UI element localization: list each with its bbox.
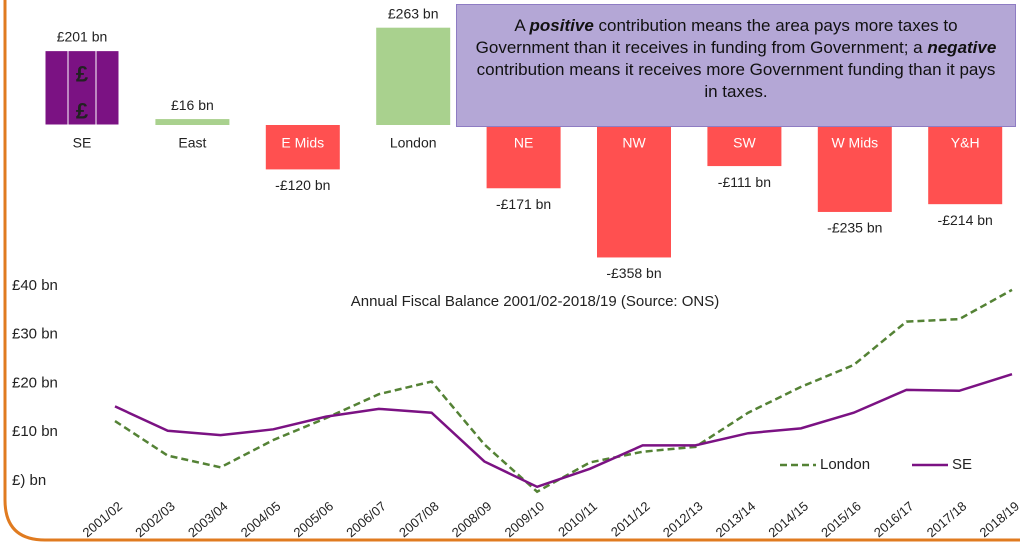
x-tick-label: 2015/16 xyxy=(818,498,864,540)
bar xyxy=(376,27,451,125)
x-tick-label: 2007/08 xyxy=(396,498,442,540)
x-tick-label: London xyxy=(390,135,437,151)
x-tick-label: 2002/03 xyxy=(132,498,178,540)
x-tick-label: 2018/19 xyxy=(976,498,1020,540)
x-tick-label: 2011/12 xyxy=(608,498,653,539)
data-label: -£120 bn xyxy=(275,177,330,193)
x-tick-label: 2004/05 xyxy=(238,498,284,540)
data-label: £16 bn xyxy=(171,97,214,113)
x-tick-label: Y&H xyxy=(951,135,980,151)
x-tick-label: 2006/07 xyxy=(343,498,389,540)
legend-label: London xyxy=(820,456,870,473)
x-tick-label: 2014/15 xyxy=(765,498,811,540)
data-label: £201 bn xyxy=(57,28,108,44)
x-tick-label: 2010/11 xyxy=(555,498,600,539)
bar xyxy=(486,125,561,189)
y-tick-label: £40 bn xyxy=(12,277,58,294)
data-label: -£235 bn xyxy=(827,220,882,236)
annotation-text: contribution means the area pays more ta… xyxy=(475,16,958,57)
bar xyxy=(817,125,892,212)
icon: £ xyxy=(76,61,89,86)
annotation-emphasis: negative xyxy=(927,38,997,57)
bar xyxy=(155,119,230,125)
x-tick-label: 2013/14 xyxy=(713,498,759,540)
y-tick-label: £10 bn xyxy=(12,423,58,440)
x-tick-label: 2003/04 xyxy=(185,498,231,540)
frame xyxy=(3,0,1020,542)
x-tick-label: 2001/02 xyxy=(79,498,125,540)
bar xyxy=(707,125,782,167)
y-tick-label: £30 bn xyxy=(12,326,58,343)
data-label: -£214 bn xyxy=(938,212,993,228)
x-tick-label: E Mids xyxy=(281,135,324,151)
x-tick-label: NE xyxy=(514,135,533,151)
icon: £ xyxy=(76,98,89,123)
x-tick-label: W Mids xyxy=(831,135,878,151)
x-tick-label: 2012/13 xyxy=(660,498,706,540)
annotation-text: A xyxy=(514,16,530,35)
annotation-text: contribution means it receives more Gove… xyxy=(476,60,996,101)
x-tick-label: SE xyxy=(73,135,92,151)
y-tick-label: £20 bn xyxy=(12,374,58,391)
data-label: £263 bn xyxy=(388,5,439,21)
data-label: -£358 bn xyxy=(606,265,661,281)
bar xyxy=(265,125,340,170)
x-tick-label: 2017/18 xyxy=(924,498,970,540)
data-label: -£111 bn xyxy=(718,174,771,190)
x-tick-label: 2005/06 xyxy=(291,498,337,540)
legend-label: SE xyxy=(952,456,972,473)
y-tick-label: £) bn xyxy=(12,472,46,489)
bar xyxy=(928,125,1003,205)
annotation: A positive contribution means the area p… xyxy=(456,4,1016,127)
bar xyxy=(44,50,120,126)
x-tick-label: 2008/09 xyxy=(449,498,495,540)
x-tick-label: 2009/10 xyxy=(502,498,548,540)
line xyxy=(114,373,1013,489)
data-label: -£171 bn xyxy=(496,196,551,212)
bar xyxy=(597,125,671,258)
line xyxy=(114,288,1013,494)
x-tick-label: NW xyxy=(622,135,646,151)
chart-title: Annual Fiscal Balance 2001/02-2018/19 (S… xyxy=(351,293,720,310)
x-tick-label: East xyxy=(178,135,206,151)
x-tick-label: 2016/17 xyxy=(871,498,917,540)
annotation-emphasis: positive xyxy=(529,16,594,35)
x-tick-label: SW xyxy=(733,135,756,151)
